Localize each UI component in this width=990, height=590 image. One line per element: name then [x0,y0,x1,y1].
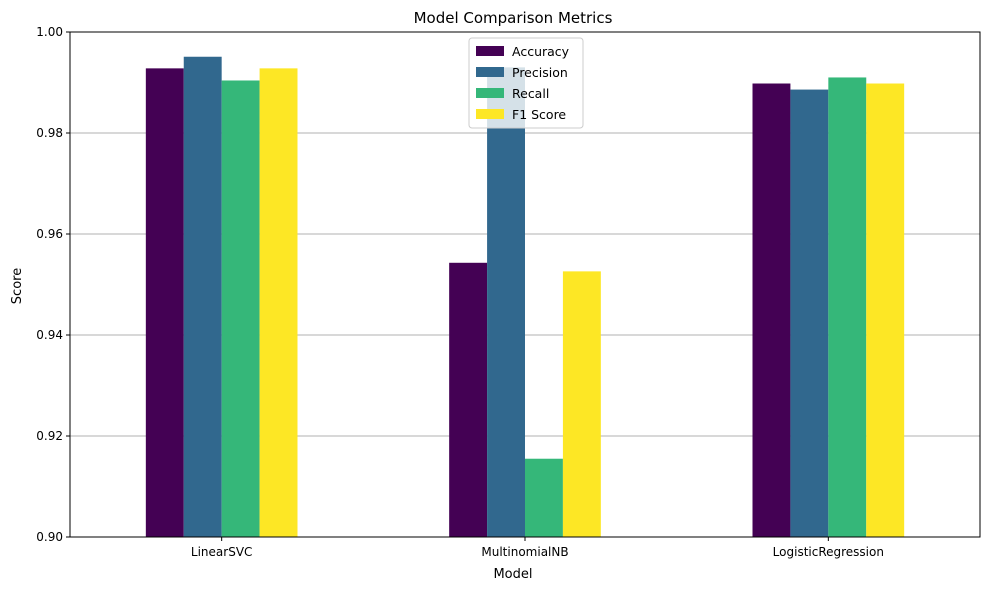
x-axis-label: Model [493,567,532,582]
y-tick-label: 1.00 [36,25,63,39]
bar-accuracy [449,262,488,537]
legend-box [468,37,584,129]
bar-f1-score [259,68,298,538]
legend-label: Precision [512,65,568,80]
x-axis: LinearSVC MultinomialNB LogisticRegression [191,537,884,559]
y-tick-label: 0.98 [36,126,63,140]
legend-label: Recall [512,86,549,101]
bar-precision [487,67,525,537]
bar-accuracy [752,83,791,537]
y-axis-label: Score [10,268,25,304]
y-tick-label: 0.92 [36,429,63,443]
legend-swatch [476,109,504,119]
legend-swatch [476,46,504,56]
bar-precision [790,89,829,537]
bar-precision [183,56,222,538]
x-tick-label: LinearSVC [191,545,253,559]
legend-label: F1 Score [512,107,566,122]
bar-recall [221,80,260,537]
bar-accuracy [145,68,184,538]
y-tick-label: 0.90 [36,530,63,544]
bar-recall [525,458,563,537]
legend-swatch [476,67,504,77]
legend: Accuracy Precision Recall F1 Score [468,37,584,129]
legend-swatch [476,88,504,98]
chart-title: Model Comparison Metrics [414,9,613,27]
bars [145,56,905,538]
legend-label: Accuracy [512,44,570,59]
bar-f1-score [866,83,905,537]
y-axis: 0.90 0.92 0.94 0.96 0.98 1.00 [36,25,70,544]
bar-f1-score [562,271,601,537]
y-tick-label: 0.94 [36,328,63,342]
x-tick-label: MultinomialNB [481,545,568,559]
x-tick-label: LogisticRegression [773,545,884,559]
bar-recall [828,77,867,537]
y-tick-label: 0.96 [36,227,63,241]
